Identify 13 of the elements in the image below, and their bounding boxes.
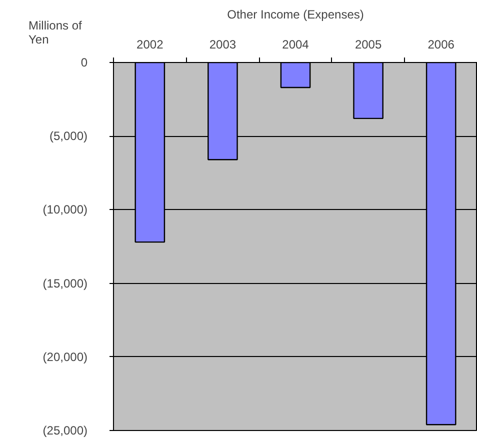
y-tick-label: (25,000) (42, 424, 88, 438)
x-tick-label: 2006 (428, 38, 455, 52)
y-tick-label: (10,000) (42, 202, 88, 217)
x-tick-label: 2005 (354, 38, 382, 52)
x-tick-label: 2002 (136, 38, 164, 52)
x-tick-label: 2004 (282, 38, 310, 52)
chart-title: Other Income (Expenses) (227, 8, 364, 22)
y-tick-label: (15,000) (42, 276, 88, 290)
y-tick-label: (20,000) (42, 350, 88, 364)
y-tick-label: (5,000) (49, 129, 88, 144)
y-tick-label: 0 (80, 56, 88, 70)
y-axis-title: Millions of Yen (28, 18, 83, 46)
x-tick-label: 2003 (209, 38, 236, 52)
